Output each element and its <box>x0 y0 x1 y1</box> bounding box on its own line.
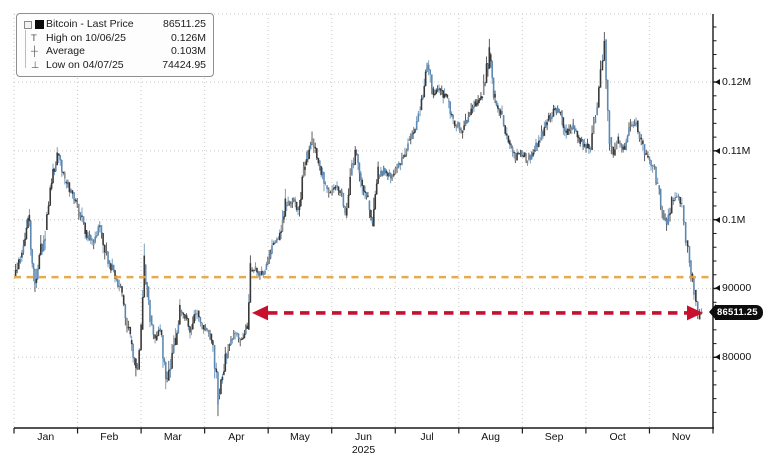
legend-label: Average <box>46 45 85 57</box>
x-month-label: Mar <box>163 431 182 443</box>
legend-label: Low on 04/07/25 <box>46 58 124 71</box>
y-tick-text: 0.1M <box>722 213 746 226</box>
y-tick-label: 80000 <box>715 351 751 363</box>
x-month-label: Apr <box>228 431 245 443</box>
legend-label: Bitcoin - Last Price <box>46 18 134 30</box>
legend-row-low[interactable]: ⊥ Low on 04/07/25 74424.95 <box>22 59 206 73</box>
tick-arrow-icon <box>715 147 720 154</box>
legend-value: 74424.95 <box>162 58 206 71</box>
legend: Bitcoin - Last Price 86511.25 T High on 10/… <box>16 13 214 77</box>
low-tee-icon: ⊥ <box>22 59 46 73</box>
high-tee-icon: T <box>22 32 46 46</box>
legend-label: High on 10/06/25 <box>46 31 126 44</box>
legend-handle-icon <box>24 20 32 29</box>
y-tick-text: 0.11M <box>722 144 751 157</box>
legend-row-last-price[interactable]: Bitcoin - Last Price 86511.25 <box>22 18 206 32</box>
x-month-label: Aug <box>481 431 500 443</box>
legend-value: 0.103M <box>170 45 206 57</box>
tick-arrow-icon <box>715 79 720 85</box>
low-tee-icon: ⊥ <box>31 59 40 71</box>
x-month-label: May <box>290 431 310 443</box>
y-tick-label: 90000 <box>715 282 751 294</box>
badge-value: 86511.25 <box>715 304 763 320</box>
legend-row-high[interactable]: T High on 10/06/25 0.126M <box>22 32 206 46</box>
badge-notch-icon <box>709 304 716 320</box>
tick-arrow-icon <box>715 216 720 223</box>
y-tick-text: 90000 <box>722 282 752 295</box>
legend-connector-line <box>25 30 26 68</box>
x-month-label: Jun <box>355 431 372 443</box>
x-month-label: Oct <box>609 431 626 443</box>
y-tick-label: 0.11M <box>715 145 750 157</box>
legend-value: 86511.25 <box>162 18 206 30</box>
legend-value: 0.126M <box>170 31 206 44</box>
x-month-label: Sep <box>544 431 564 443</box>
y-tick-label: 0.12M <box>715 76 751 88</box>
y-tick-text: 0.12M <box>722 76 752 88</box>
average-cross-icon: ┼ <box>22 45 46 59</box>
tick-arrow-icon <box>715 354 720 361</box>
year-label: 2025 <box>351 444 376 456</box>
x-month-label: Jul <box>420 431 434 443</box>
x-month-label: Jan <box>37 431 55 443</box>
average-cross-icon: ┼ <box>31 46 38 57</box>
y-tick-label: 0.1M <box>715 214 745 226</box>
filled-square-icon <box>22 20 46 30</box>
filled-square-icon <box>35 20 44 30</box>
x-month-label: Nov <box>671 431 691 443</box>
tick-arrow-icon <box>715 285 720 292</box>
last-price-badge: 86511.25 <box>709 304 763 320</box>
high-tee-icon: T <box>31 32 37 44</box>
y-tick-text: 80000 <box>722 351 752 364</box>
legend-row-average[interactable]: ┼ Average 0.103M <box>22 45 206 59</box>
x-month-label: Feb <box>100 431 119 443</box>
